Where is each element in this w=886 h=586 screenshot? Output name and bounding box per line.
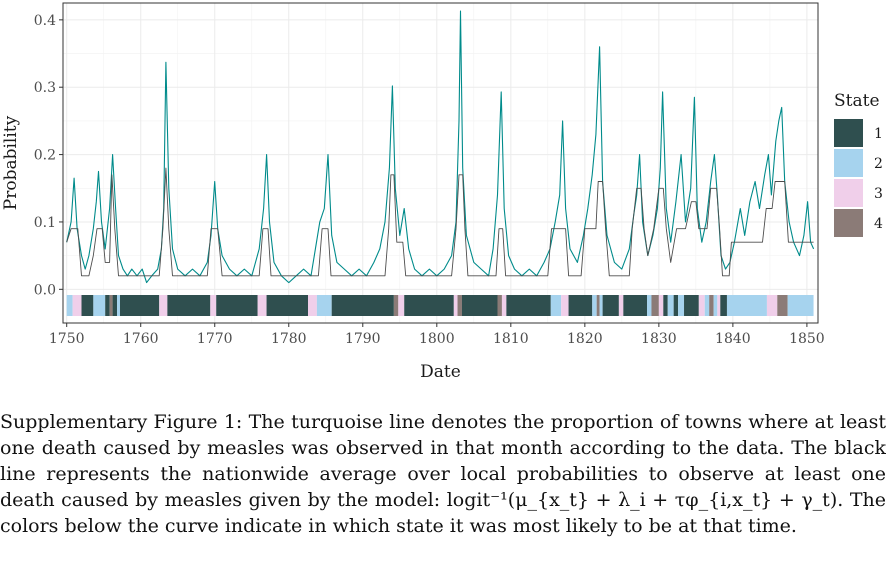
legend-swatch-3 [834,179,863,207]
state-segment-4 [497,295,502,316]
y-tick-label: 0.1 [34,215,56,231]
series-layer [66,10,815,284]
state-segment-4 [596,295,600,316]
state-segment-2 [678,295,685,316]
x-axis: 1750 1760 1770 1780 1790 1800 1810 1820 1830 1840… [49,323,825,347]
state-segment-1 [105,295,110,316]
legend-swatch-4 [834,209,863,237]
state-segment-2 [787,295,814,316]
state-segment-4 [709,295,714,316]
x-tick-label: 1790 [345,331,381,347]
state-segment-1 [602,295,619,316]
y-tick-label: 0.3 [34,80,56,96]
legend-label-4: 4 [874,216,883,232]
state-segment-1 [167,295,211,316]
x-axis-title: Date [420,362,461,382]
state-segment-3 [308,295,317,316]
x-tick-label: 1770 [197,331,233,347]
legend-title: State [834,91,880,111]
y-tick-label: 0.4 [34,13,56,29]
state-segment-1 [112,295,118,316]
state-segment-1 [461,295,498,316]
state-segment-2 [550,295,562,316]
state-segment-1 [81,295,94,316]
state-segment-1 [331,295,394,316]
state-segment-4 [393,295,399,316]
y-axis-title: Probability [1,115,21,210]
plot-panel [63,3,818,323]
figure-caption: Supplementary Figure 1: The turquoise li… [0,411,886,537]
state-segment-1 [119,295,160,316]
state-segment-2 [592,295,597,316]
state-segment-3 [257,295,267,316]
state-segment-3 [398,295,405,316]
state-segment-2 [66,295,73,316]
legend-label-3: 3 [874,186,883,202]
state-segment-2 [713,295,718,316]
state-segment-4 [109,295,113,316]
x-tick-label: 1840 [715,331,751,347]
state-segment-2 [704,295,710,316]
x-tick-label: 1780 [271,331,307,347]
state-segment-3 [210,295,217,316]
state-segment-4 [777,295,788,316]
state-segment-3 [717,295,721,316]
measles-probability-chart: 0.0 0.1 0.2 0.3 0.4 1750 1760 1770 1780 1790 1800… [1,2,883,382]
state-segment-3 [766,295,778,316]
state-segment-1 [720,295,727,316]
state-segment-2 [726,295,767,316]
state-segment-2 [647,295,652,316]
model-average-line [66,167,814,277]
legend: State 1 2 3 4 [834,91,883,237]
observed-proportion-line [66,10,815,284]
state-segment-3 [698,295,705,316]
state-segment-3 [159,295,168,316]
state-segment-3 [453,295,458,316]
y-tick-label: 0.0 [34,282,56,298]
state-segment-2 [93,295,106,316]
x-tick-label: 1850 [789,331,825,347]
state-segment-4 [457,295,462,316]
x-tick-label: 1820 [567,331,603,347]
state-segment-3 [658,295,664,316]
plot-border [62,2,819,324]
state-segment-3 [72,295,82,316]
x-tick-label: 1810 [493,331,529,347]
state-segment-1 [663,295,668,316]
state-segment-2 [667,295,674,316]
state-segment-1 [266,295,309,316]
legend-label-2: 2 [874,156,883,172]
state-segment-2 [117,295,120,316]
state-segment-1 [684,295,699,316]
state-segment-1 [623,295,648,316]
state-segment-3 [618,295,624,316]
state-segment-2 [316,295,332,316]
x-tick-label: 1830 [641,331,677,347]
y-axis: 0.0 0.1 0.2 0.3 0.4 [34,13,63,298]
state-segment-4 [651,295,659,316]
state-segment-1 [568,295,593,316]
grid-major [63,3,818,323]
x-tick-label: 1800 [419,331,455,347]
state-segment-1 [404,295,454,316]
legend-label-1: 1 [874,126,883,142]
x-tick-label: 1760 [123,331,159,347]
legend-swatch-1 [834,119,863,147]
legend-swatch-2 [834,149,863,177]
state-bar [66,295,814,316]
state-segment-1 [506,295,551,316]
x-tick-label: 1750 [49,331,85,347]
state-segment-3 [561,295,569,316]
state-segment-1 [673,295,679,316]
state-segment-3 [501,295,507,316]
y-tick-label: 0.2 [34,148,56,164]
state-segment-1 [216,295,258,316]
state-segment-2 [599,295,603,316]
